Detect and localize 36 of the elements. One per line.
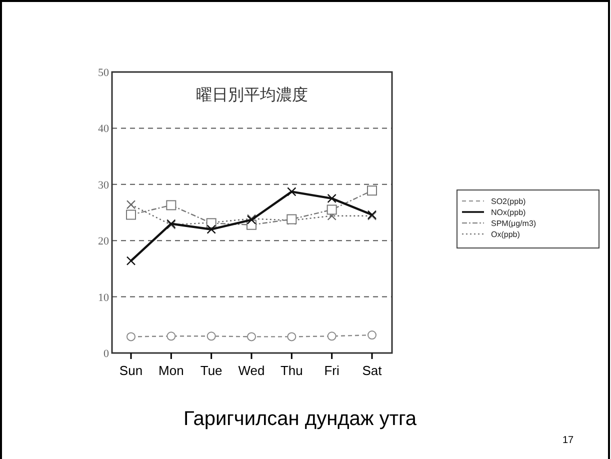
- legend-label: SPM(μg/m3): [491, 219, 536, 228]
- point: [287, 187, 296, 196]
- y-tick-label: 40: [98, 123, 110, 136]
- x-tick-label: Wed: [238, 363, 265, 378]
- point: [126, 210, 136, 220]
- x-tick-label: Tue: [200, 363, 222, 378]
- point: [327, 332, 336, 341]
- x-tick-label: Mon: [158, 363, 184, 378]
- point: [126, 332, 136, 342]
- y-tick-label: 20: [98, 236, 110, 248]
- point: [166, 200, 176, 210]
- x-tick-label: Sat: [362, 363, 382, 378]
- y-tick-label: 10: [98, 292, 110, 304]
- point: [247, 332, 256, 342]
- x-tick-label: Fri: [324, 363, 340, 378]
- y-tick-label: 0: [104, 348, 110, 360]
- y-tick-label: 50: [98, 67, 110, 79]
- x-tick-label: Sun: [119, 363, 143, 378]
- point: [326, 204, 337, 215]
- point: [287, 332, 296, 342]
- point: [126, 256, 136, 266]
- point: [367, 186, 377, 196]
- point: [327, 194, 336, 204]
- text: 曜日別平均濃度: [196, 86, 308, 104]
- point: [368, 330, 376, 340]
- text: Гаригчилсан дундаж утга: [184, 408, 418, 430]
- y-tick-label: 30: [98, 179, 110, 192]
- legend-label: Ox(ppb): [491, 230, 520, 239]
- x-tick-label: Thu: [280, 363, 303, 378]
- point: [166, 332, 176, 341]
- legend-label: SO2(ppb): [491, 197, 526, 206]
- point: [206, 332, 216, 341]
- point: [206, 224, 216, 234]
- point: [126, 200, 136, 210]
- legend-label: NOx(ppb): [491, 208, 526, 217]
- text: 17: [562, 435, 574, 446]
